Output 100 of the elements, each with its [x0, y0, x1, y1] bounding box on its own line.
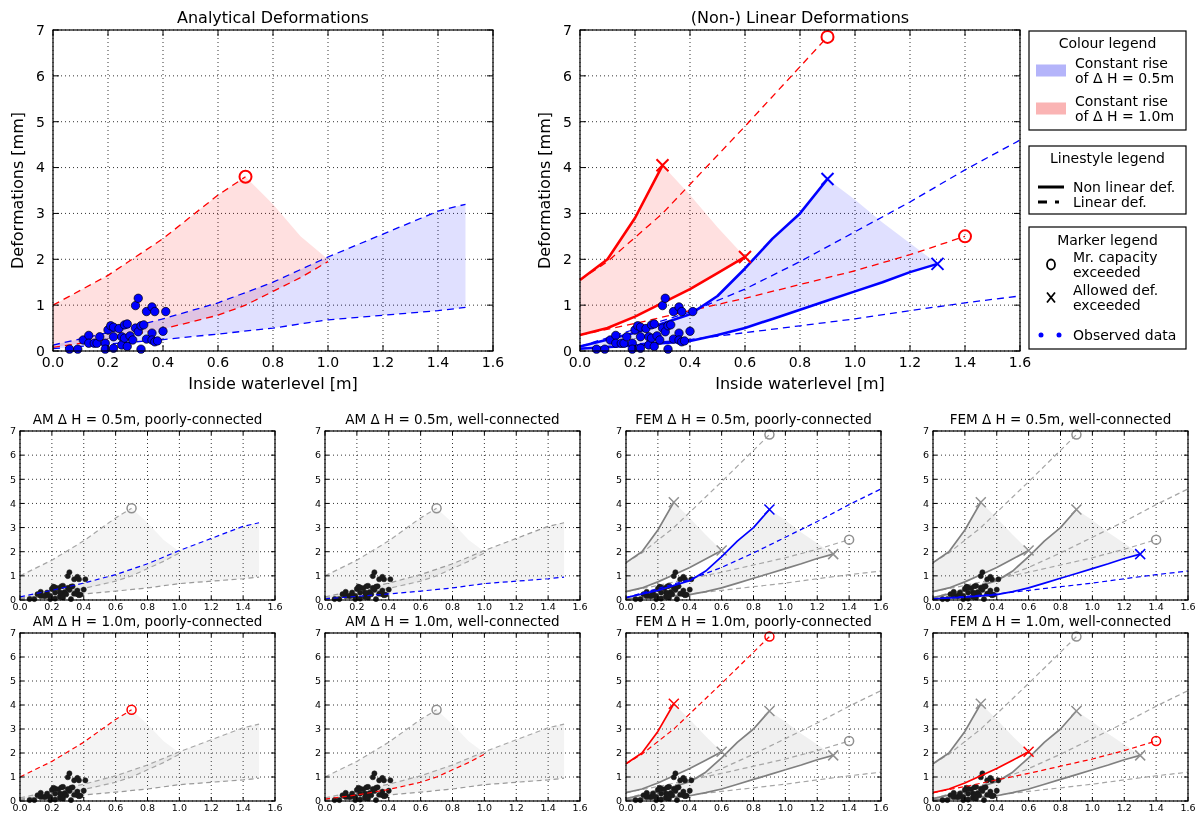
y-tick-label: 6: [314, 651, 321, 663]
y-tick-label: 7: [36, 21, 45, 38]
x-tick-label: 1.2: [371, 354, 395, 370]
y-tick-label: 5: [615, 473, 622, 485]
x-tick-label: 1.6: [572, 601, 588, 612]
x-tick-label: 0.4: [989, 802, 1005, 813]
x-tick-label: 1.6: [1008, 354, 1032, 370]
chart-title: FEM Δ H = 1.0m, poorly-connected: [635, 613, 872, 629]
y-tick-label: 1: [36, 297, 45, 314]
y-tick-label: 7: [615, 425, 622, 437]
y-tick-label: 6: [615, 651, 622, 663]
x-tick-label: 1.6: [572, 802, 588, 813]
y-tick-label: 2: [922, 747, 929, 759]
x-tick-label: 1.6: [1180, 601, 1195, 612]
y-tick-label: 3: [314, 723, 321, 735]
x-tick-label: 1.2: [809, 802, 825, 813]
x-tick-label: 1.0: [476, 601, 492, 612]
x-tick-label: 1.0: [476, 802, 492, 813]
x-tick-label: 1.0: [1084, 601, 1100, 612]
x-tick-label: 1.4: [540, 802, 556, 813]
y-tick-label: 6: [9, 651, 16, 663]
x-tick-label: 0.8: [139, 802, 156, 813]
y-tick-label: 5: [922, 473, 929, 485]
y-tick-label: 4: [922, 497, 929, 509]
y-tick-label: 5: [922, 675, 929, 687]
y-tick-label: 7: [615, 627, 622, 639]
x-tick-label: 0.2: [96, 354, 120, 370]
y-tick-label: 1: [9, 771, 16, 783]
x-tick-label: 1.0: [843, 354, 867, 370]
y-tick-label: 7: [314, 425, 321, 437]
y-tick-label: 6: [922, 449, 929, 461]
y-tick-label: 2: [563, 251, 572, 268]
x-tick-label: 0.2: [957, 802, 973, 813]
x-tick-label: 1.0: [171, 802, 187, 813]
y-tick-label: 3: [36, 205, 45, 222]
y-tick-label: 3: [314, 521, 321, 533]
y-tick-label: 2: [615, 747, 622, 759]
y-tick-label: 7: [563, 21, 572, 38]
x-tick-label: 1.4: [953, 354, 977, 370]
y-tick-label: 6: [615, 449, 622, 461]
x-tick-label: 0.2: [44, 601, 60, 612]
x-tick-label: 1.2: [1116, 601, 1132, 612]
y-tick-label: 1: [922, 570, 929, 582]
y-tick-label: 1: [922, 771, 929, 783]
x-tick-label: 0.4: [989, 601, 1005, 612]
x-tick-label: 1.4: [841, 802, 857, 813]
x-tick-label: 1.6: [873, 601, 889, 612]
y-tick-label: 1: [615, 570, 622, 582]
y-tick-label: 4: [9, 497, 16, 509]
text: Observed data: [1073, 327, 1177, 343]
x-tick-label: 0.4: [76, 601, 92, 612]
chart-title: AM Δ H = 0.5m, poorly-connected: [32, 411, 263, 427]
y-tick-label: 7: [9, 425, 16, 437]
y-tick-label: 3: [563, 205, 572, 222]
text: Linestyle legend: [1050, 150, 1165, 166]
x-tick-label: 0.8: [139, 601, 156, 612]
x-tick-label: 1.6: [1180, 802, 1195, 813]
text: Non linear def.: [1073, 179, 1176, 195]
x-tick-label: 1.4: [1148, 802, 1164, 813]
y-tick-label: 2: [314, 747, 321, 759]
x-tick-label: 0.4: [682, 802, 698, 813]
x-tick-label: 0.6: [108, 601, 124, 612]
x-tick-label: 0.8: [1052, 802, 1069, 813]
y-tick-label: 5: [615, 675, 622, 687]
x-tick-label: 1.4: [1148, 601, 1164, 612]
y-tick-label: 1: [615, 771, 622, 783]
x-tick-label: 0.6: [413, 802, 429, 813]
y-tick-label: 3: [615, 521, 622, 533]
x-tick-label: 0.6: [1021, 802, 1037, 813]
x-tick-label: 1.2: [203, 802, 219, 813]
y-tick-label: 5: [9, 473, 16, 485]
y-tick-label: 7: [9, 627, 16, 639]
y-tick-label: 1: [314, 771, 321, 783]
y-tick-label: 2: [314, 546, 321, 558]
x-tick-label: 0.8: [444, 601, 461, 612]
y-tick-label: 5: [563, 113, 572, 130]
x-tick-label: 0.4: [151, 354, 175, 370]
y-tick-label: 1: [563, 297, 572, 314]
x-tick-label: 0.2: [957, 601, 973, 612]
x-tick-label: 1.2: [809, 601, 825, 612]
chart-title: Analytical Deformations: [177, 8, 369, 27]
x-tick-label: 0.6: [714, 601, 730, 612]
x-tick-label: 0.2: [349, 802, 365, 813]
x-tick-label: 0.8: [745, 802, 762, 813]
y-tick-label: 6: [314, 449, 321, 461]
y-tick-label: 4: [563, 159, 573, 176]
x-tick-label: 1.2: [508, 802, 524, 813]
x-tick-label: 1.2: [203, 601, 219, 612]
x-tick-label: 0.6: [714, 802, 730, 813]
x-tick-label: 1.0: [777, 601, 793, 612]
x-tick-label: 0.2: [623, 354, 647, 370]
x-tick-label: 0.4: [682, 601, 698, 612]
x-tick-label: 0.6: [733, 354, 757, 370]
x-axis-title: Inside waterlevel [m]: [715, 374, 885, 393]
x-tick-label: 1.2: [1116, 802, 1132, 813]
chart-title: FEM Δ H = 1.0m, well-connected: [949, 613, 1172, 629]
x-tick-label: 0.6: [206, 354, 230, 370]
x-tick-label: 1.0: [171, 601, 187, 612]
x-tick-label: 1.4: [841, 601, 857, 612]
y-tick-label: 3: [615, 723, 622, 735]
